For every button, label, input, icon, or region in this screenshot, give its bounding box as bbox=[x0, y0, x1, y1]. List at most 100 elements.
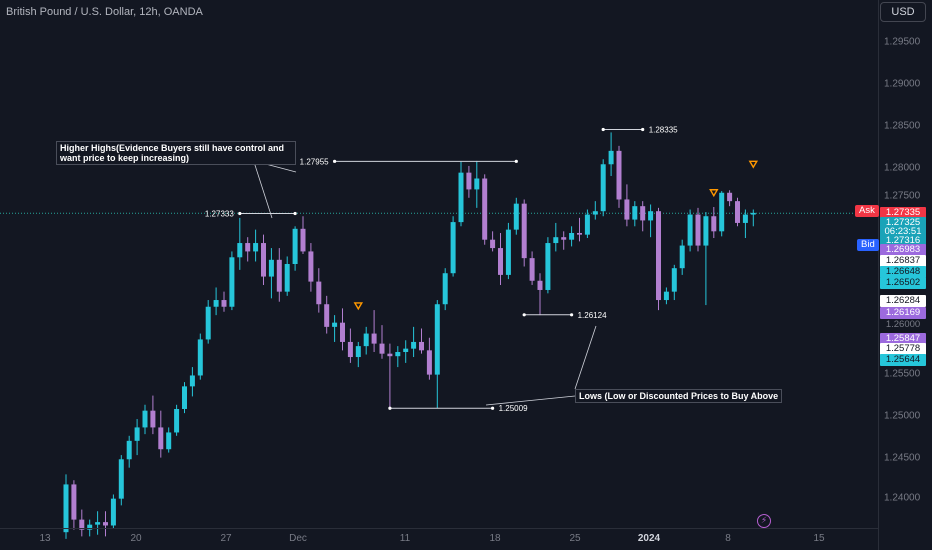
price-badge: 1.26284 bbox=[880, 295, 926, 308]
candle-body bbox=[182, 386, 187, 409]
candle-body bbox=[205, 306, 211, 340]
level-endpoint bbox=[641, 127, 645, 132]
candle-body bbox=[332, 322, 338, 327]
price-badge: 1.25778 bbox=[880, 343, 926, 356]
candle-body bbox=[608, 150, 614, 165]
price-badge: 1.26837 bbox=[880, 255, 926, 268]
price-tick: 1.29000 bbox=[884, 78, 921, 90]
candle-body bbox=[347, 341, 353, 358]
price-badge: 1.25847 bbox=[880, 332, 926, 345]
candle-body bbox=[640, 206, 646, 221]
candle-body bbox=[482, 178, 488, 240]
lows-note[interactable]: Lows (Low or Discounted Prices to Buy Ab… bbox=[575, 389, 783, 403]
level-endpoint bbox=[293, 211, 297, 216]
candle-body bbox=[632, 206, 638, 220]
candle-body bbox=[284, 264, 290, 292]
candle-body bbox=[553, 237, 559, 244]
candle-body bbox=[316, 281, 322, 305]
price-badge: 1.26000 bbox=[880, 319, 926, 332]
candle-body bbox=[63, 484, 69, 533]
callout-connector bbox=[485, 395, 576, 406]
candle-body bbox=[545, 243, 551, 290]
candle-body bbox=[189, 375, 195, 387]
candle-body bbox=[395, 352, 401, 357]
candle-body bbox=[442, 273, 448, 305]
time-tick: 20 bbox=[130, 533, 142, 544]
candle-body bbox=[584, 214, 590, 235]
candle-body bbox=[703, 216, 709, 246]
candle-body bbox=[426, 350, 432, 375]
time-tick: 27 bbox=[220, 533, 232, 544]
candle-body bbox=[103, 522, 108, 526]
signal-triangle-icon bbox=[353, 302, 364, 311]
higher-highs-note[interactable]: Higher Highs(Evidence Buyers still have … bbox=[56, 141, 296, 165]
candle-body bbox=[363, 333, 369, 347]
price-tick: 1.27500 bbox=[884, 190, 921, 202]
candle-body bbox=[355, 346, 361, 358]
price-tick: 1.25500 bbox=[884, 368, 921, 380]
candle-body bbox=[671, 268, 677, 292]
time-tick: Dec bbox=[289, 533, 307, 544]
candle-body bbox=[237, 243, 243, 258]
candle-body bbox=[600, 164, 606, 212]
candle-body bbox=[253, 243, 259, 252]
candle-body bbox=[95, 522, 101, 525]
time-tick: 25 bbox=[569, 533, 581, 544]
time-axis-divider bbox=[0, 528, 878, 529]
candle-body bbox=[592, 211, 598, 215]
candle-body bbox=[324, 304, 330, 327]
candle-body bbox=[276, 259, 282, 292]
candle-body bbox=[742, 214, 748, 223]
time-tick: 18 bbox=[489, 533, 501, 544]
time-tick: 15 bbox=[813, 533, 825, 544]
candle-body bbox=[498, 248, 503, 275]
level-label: 1.26124 bbox=[578, 311, 607, 320]
candle-body bbox=[466, 172, 472, 190]
candle-body bbox=[300, 228, 306, 252]
price-badge: 1.26169 bbox=[880, 306, 926, 319]
candle-body bbox=[577, 232, 582, 235]
candle-body bbox=[387, 353, 393, 357]
candle-body bbox=[529, 258, 535, 281]
candle-body bbox=[624, 199, 630, 220]
price-badge: 1.27335 bbox=[880, 207, 926, 220]
candle-body bbox=[458, 172, 464, 223]
level-label: 1.25009 bbox=[499, 404, 528, 413]
candle-body bbox=[221, 300, 227, 307]
candle-body bbox=[750, 212, 756, 215]
level-endpoint bbox=[333, 159, 337, 163]
time-tick: 11 bbox=[399, 533, 411, 544]
candle-body bbox=[110, 498, 116, 526]
candle-body bbox=[419, 341, 424, 351]
level-endpoint bbox=[491, 406, 495, 410]
bid-tag: Bid bbox=[857, 239, 879, 251]
candle-body bbox=[679, 245, 685, 269]
candle-body bbox=[474, 178, 480, 190]
ask-tag: Ask bbox=[855, 205, 879, 217]
price-axis-divider bbox=[878, 0, 879, 550]
level-endpoint bbox=[514, 159, 518, 163]
candle-body bbox=[371, 333, 377, 344]
candle-body bbox=[379, 343, 385, 354]
level-endpoint bbox=[570, 313, 574, 317]
signal-triangle-icon bbox=[709, 189, 719, 198]
candle-body bbox=[513, 203, 519, 230]
price-tick: 1.25000 bbox=[884, 410, 921, 422]
candle-body bbox=[687, 214, 693, 246]
candle-body bbox=[166, 432, 172, 450]
candle-body bbox=[490, 239, 496, 249]
candle-body bbox=[308, 251, 314, 282]
currency-button[interactable]: USD bbox=[880, 2, 926, 22]
candle-body bbox=[245, 243, 251, 252]
candle-body bbox=[569, 232, 575, 240]
level-endpoint bbox=[601, 127, 605, 132]
price-badge: 06:23:51 bbox=[880, 225, 926, 238]
lightning-icon[interactable]: ⚡ bbox=[757, 514, 771, 528]
level-endpoint bbox=[522, 313, 526, 317]
signal-triangle-icon bbox=[748, 160, 759, 169]
candle-body bbox=[126, 440, 132, 460]
candle-body bbox=[663, 291, 669, 301]
level-label: 1.27955 bbox=[300, 157, 329, 166]
time-tick: 13 bbox=[39, 533, 51, 544]
